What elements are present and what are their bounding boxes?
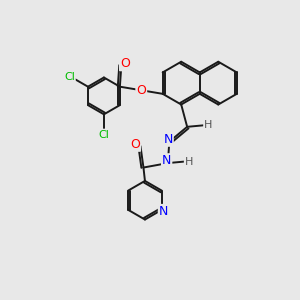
Text: Cl: Cl <box>64 72 75 82</box>
Text: H: H <box>185 157 193 166</box>
Text: Cl: Cl <box>98 130 110 140</box>
Text: N: N <box>159 205 168 218</box>
Text: O: O <box>120 57 130 70</box>
Text: N: N <box>164 133 173 146</box>
Text: H: H <box>204 120 212 130</box>
Text: N: N <box>162 154 171 167</box>
Text: O: O <box>136 84 146 97</box>
Text: O: O <box>130 138 140 151</box>
